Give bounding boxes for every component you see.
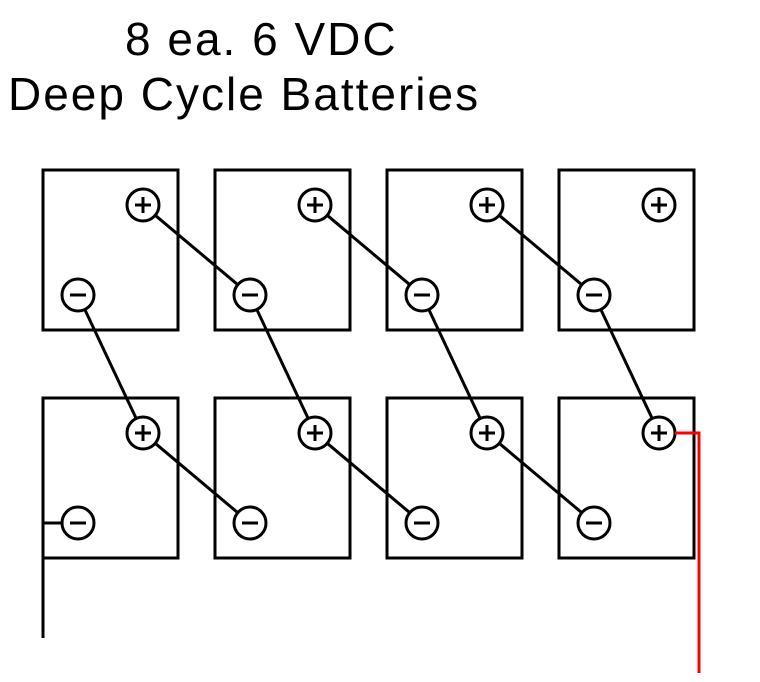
title-line-1: 8 ea. 6 VDC <box>125 13 398 65</box>
title-line-2: Deep Cycle Batteries <box>8 68 480 120</box>
battery-wiring-diagram: 8 ea. 6 VDCDeep Cycle Batteries <box>0 0 760 682</box>
